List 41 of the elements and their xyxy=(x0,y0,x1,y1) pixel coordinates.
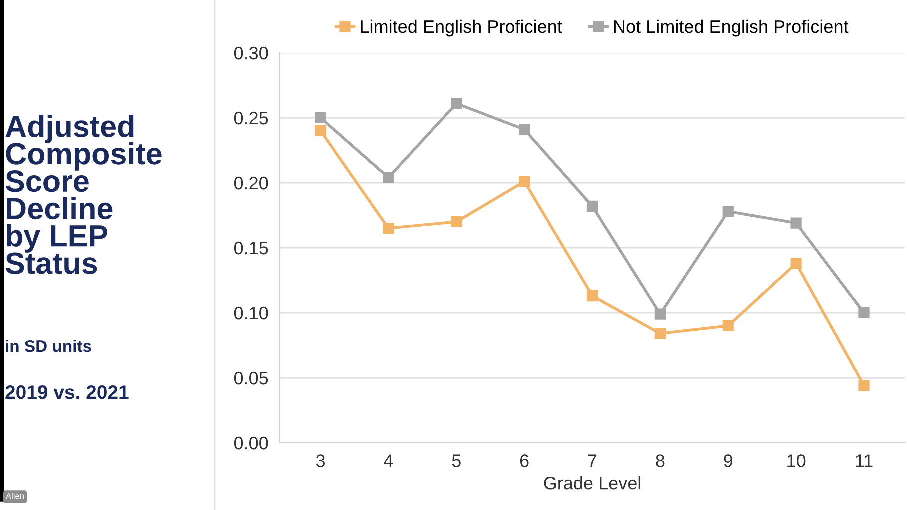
point xyxy=(519,124,530,136)
point xyxy=(858,380,870,392)
point xyxy=(383,172,394,184)
point xyxy=(654,308,666,320)
text: Adjusted Composite Score Decline by LEP Status xyxy=(6,115,162,274)
y-tick-label: 0.15 xyxy=(234,242,268,255)
y-tick-label: 0.10 xyxy=(234,306,268,320)
point xyxy=(383,222,394,234)
x-tick-label: 6 xyxy=(520,454,529,468)
x-tick-label: 5 xyxy=(452,454,461,468)
x-tick-label: 3 xyxy=(316,454,325,468)
point xyxy=(451,98,462,110)
point xyxy=(451,216,462,228)
y-tick-label: 0.20 xyxy=(234,176,268,190)
text: in SD units xyxy=(6,340,92,352)
point xyxy=(790,218,802,229)
point xyxy=(790,258,802,270)
point xyxy=(722,206,734,218)
point xyxy=(315,112,326,124)
y-tick-label: 0.05 xyxy=(234,372,268,385)
point xyxy=(654,328,666,340)
x-axis-title: Grade Level xyxy=(544,476,640,490)
y-tick-label: 0.25 xyxy=(234,112,268,125)
x-tick-label: 9 xyxy=(724,454,733,468)
point xyxy=(586,290,598,302)
point xyxy=(722,320,734,332)
point xyxy=(586,200,598,212)
text: 2019 vs. 2021 xyxy=(6,386,129,400)
legend-label: Not Limited English Proficient xyxy=(614,20,849,37)
point xyxy=(315,125,326,137)
y-tick-label: 0.30 xyxy=(234,46,268,60)
point xyxy=(519,176,530,188)
legend-label: Limited English Proficient xyxy=(361,20,562,37)
x-tick-label: 7 xyxy=(588,454,597,468)
x-tick-label: 10 xyxy=(788,454,806,468)
x-tick-label: 11 xyxy=(856,454,873,468)
x-tick-label: 8 xyxy=(656,454,665,468)
point xyxy=(858,307,870,319)
x-tick-label: 4 xyxy=(384,454,394,468)
y-tick-label: 0.00 xyxy=(234,436,268,450)
text: Allen xyxy=(6,493,24,500)
